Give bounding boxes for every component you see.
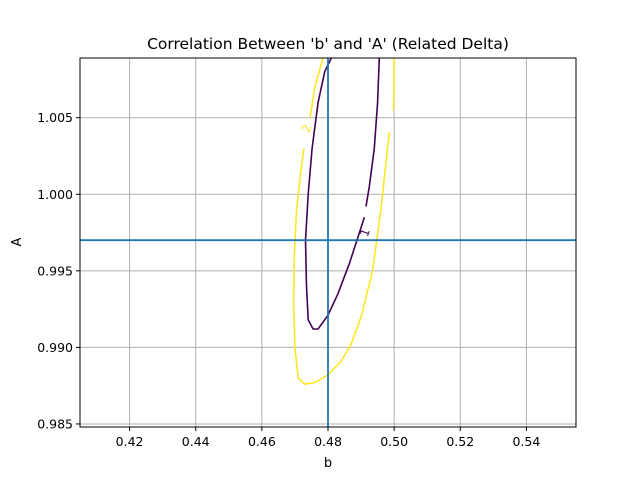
y-tick-label: 1.000 <box>37 187 73 202</box>
y-tick-label: 0.995 <box>37 263 73 278</box>
x-tick-label: 0.42 <box>116 434 144 449</box>
contour-line-level-2 <box>309 58 324 118</box>
x-tick-label: 0.52 <box>446 434 474 449</box>
x-tick-label: 0.44 <box>182 434 210 449</box>
y-tick-label: 0.985 <box>37 416 73 431</box>
y-axis-label: A <box>10 237 25 246</box>
contour-label-level-1: 1 <box>357 227 373 239</box>
chart-title: Correlation Between 'b' and 'A' (Related… <box>147 35 509 53</box>
x-axis-label: b <box>324 456 332 471</box>
contour-line-level-2 <box>392 58 395 111</box>
y-tick-label: 0.990 <box>37 340 73 355</box>
x-tick-label: 0.50 <box>380 434 408 449</box>
contour-lines: 12 <box>292 58 395 385</box>
crosshair <box>80 58 576 427</box>
axis-ticks: 0.42 0.44 0.46 0.48 0.50 0.52 0.54 0.985 0.990 0.… <box>37 110 540 449</box>
contour-line-level-1 <box>304 58 366 330</box>
x-tick-label: 0.54 <box>512 434 540 449</box>
x-tick-label: 0.48 <box>314 434 342 449</box>
x-tick-label: 0.46 <box>248 434 276 449</box>
contour-line-level-1 <box>365 58 381 207</box>
contour-line-level-2 <box>292 132 391 385</box>
y-tick-label: 1.005 <box>37 110 73 125</box>
contour-label-level-2: 2 <box>299 122 315 134</box>
